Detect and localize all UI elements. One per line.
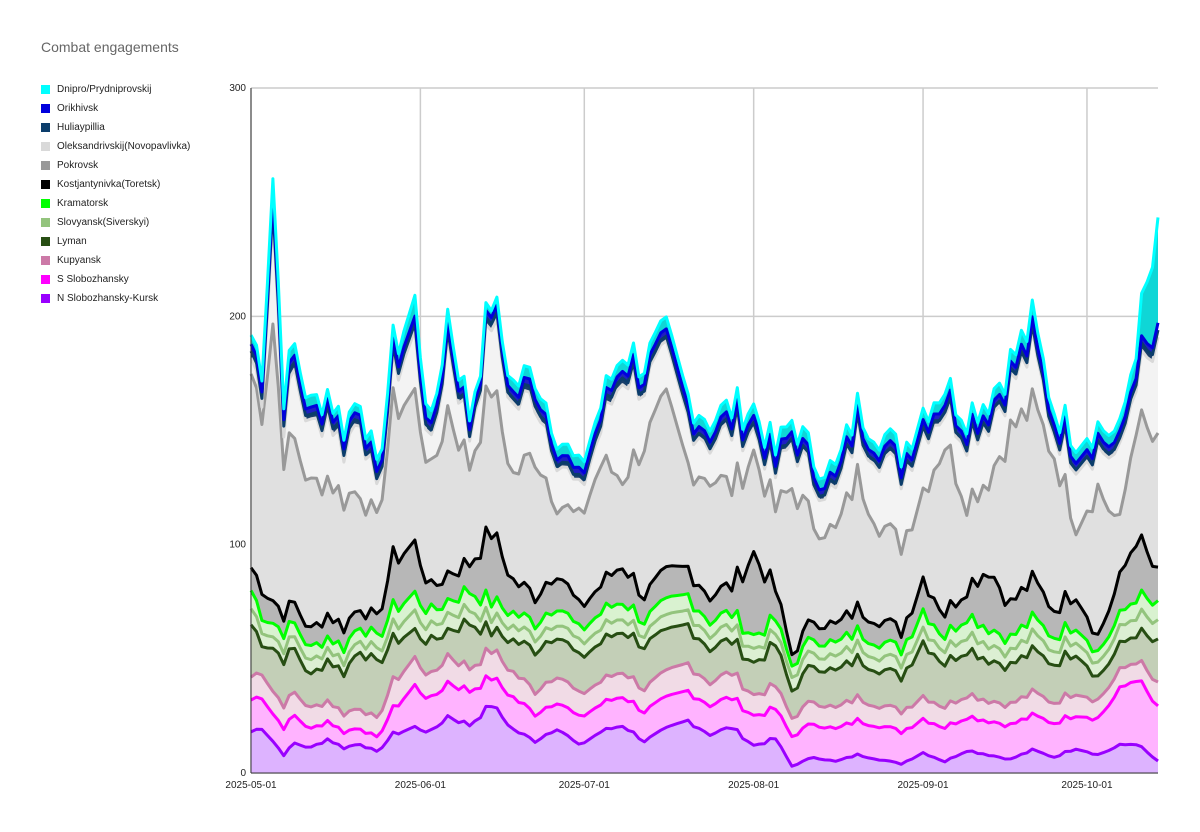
legend-item: Lyman: [41, 232, 190, 251]
legend-label: Huliaypillia: [57, 122, 105, 133]
legend-label: Dnipro/Prydniprovskij: [57, 84, 152, 95]
legend-swatch: [41, 275, 50, 284]
legend-label: Oleksandrivskij(Novopavlivka): [57, 141, 191, 152]
line-s-slobozhansky: [250, 674, 1159, 739]
x-tick-label: 2025-07-01: [559, 780, 611, 791]
legend-label: Kupyansk: [57, 255, 101, 266]
x-tick-label: 2025-05-01: [225, 780, 277, 791]
legend-label: Kostjantynivka(Toretsk): [57, 179, 161, 190]
line-kupyansk: [250, 646, 1159, 720]
legend-label: Kramatorsk: [57, 198, 109, 209]
legend-item: S Slobozhansky: [41, 270, 190, 289]
legend-item: Dnipro/Prydniprovskij: [41, 80, 190, 99]
x-tick-label: 2025-09-01: [897, 780, 949, 791]
area-n-slobozhansky-kursk: [251, 706, 1158, 773]
legend-swatch: [41, 256, 50, 265]
legend-swatch: [41, 218, 50, 227]
legend-swatch: [41, 85, 50, 94]
line-kostjantynivka-toretsk-: [249, 525, 1159, 657]
legend-swatch: [41, 294, 50, 303]
area-fills: [251, 178, 1158, 774]
legend-label: S Slobozhansky: [57, 274, 129, 285]
y-tick-label: 0: [240, 768, 246, 779]
legend-label: Pokrovsk: [57, 160, 99, 171]
series-lines: [249, 177, 1160, 768]
legend-swatch: [41, 237, 50, 246]
legend-item: Orikhivsk: [41, 99, 190, 118]
legend-item: Kupyansk: [41, 251, 190, 270]
legend-swatch: [41, 142, 50, 151]
chart-legend: Dnipro/Prydniprovskij Orikhivsk Huliaypill…: [41, 80, 190, 308]
legend-swatch: [41, 199, 50, 208]
legend-label: N Slobozhansky-Kursk: [57, 293, 159, 304]
y-tick-label: 100: [229, 540, 246, 551]
legend-swatch: [41, 180, 50, 189]
y-tick-label: 200: [229, 311, 246, 322]
legend-item: Slovyansk(Siverskyi): [41, 213, 190, 232]
line-n-slobozhansky-kursk: [250, 704, 1159, 768]
line-lyman: [249, 617, 1159, 693]
y-tick-label: 300: [229, 83, 246, 94]
legend-item: Kostjantynivka(Toretsk): [41, 175, 190, 194]
legend-item: N Slobozhansky-Kursk: [41, 289, 190, 308]
line-dnipro-prydniprovskij: [249, 177, 1160, 481]
line-slovyansk-siverskyi-: [249, 602, 1159, 679]
legend-label: Lyman: [57, 236, 87, 247]
legend-label: Orikhivsk: [57, 103, 99, 114]
legend-swatch: [41, 104, 50, 113]
legend-item: Huliaypillia: [41, 118, 190, 137]
line-pokrovsk: [249, 322, 1160, 556]
x-tick-label: 2025-06-01: [395, 780, 447, 791]
legend-label: Slovyansk(Siverskyi): [57, 217, 150, 228]
legend-swatch: [41, 161, 50, 170]
legend-item: Oleksandrivskij(Novopavlivka): [41, 137, 190, 156]
legend-swatch: [41, 123, 50, 132]
line-kramatorsk: [249, 585, 1159, 668]
chart-title: Combat engagements: [41, 39, 179, 55]
x-tick-label: 2025-10-01: [1061, 780, 1113, 791]
x-tick-label: 2025-08-01: [728, 780, 780, 791]
legend-item: Kramatorsk: [41, 194, 190, 213]
legend-item: Pokrovsk: [41, 156, 190, 175]
